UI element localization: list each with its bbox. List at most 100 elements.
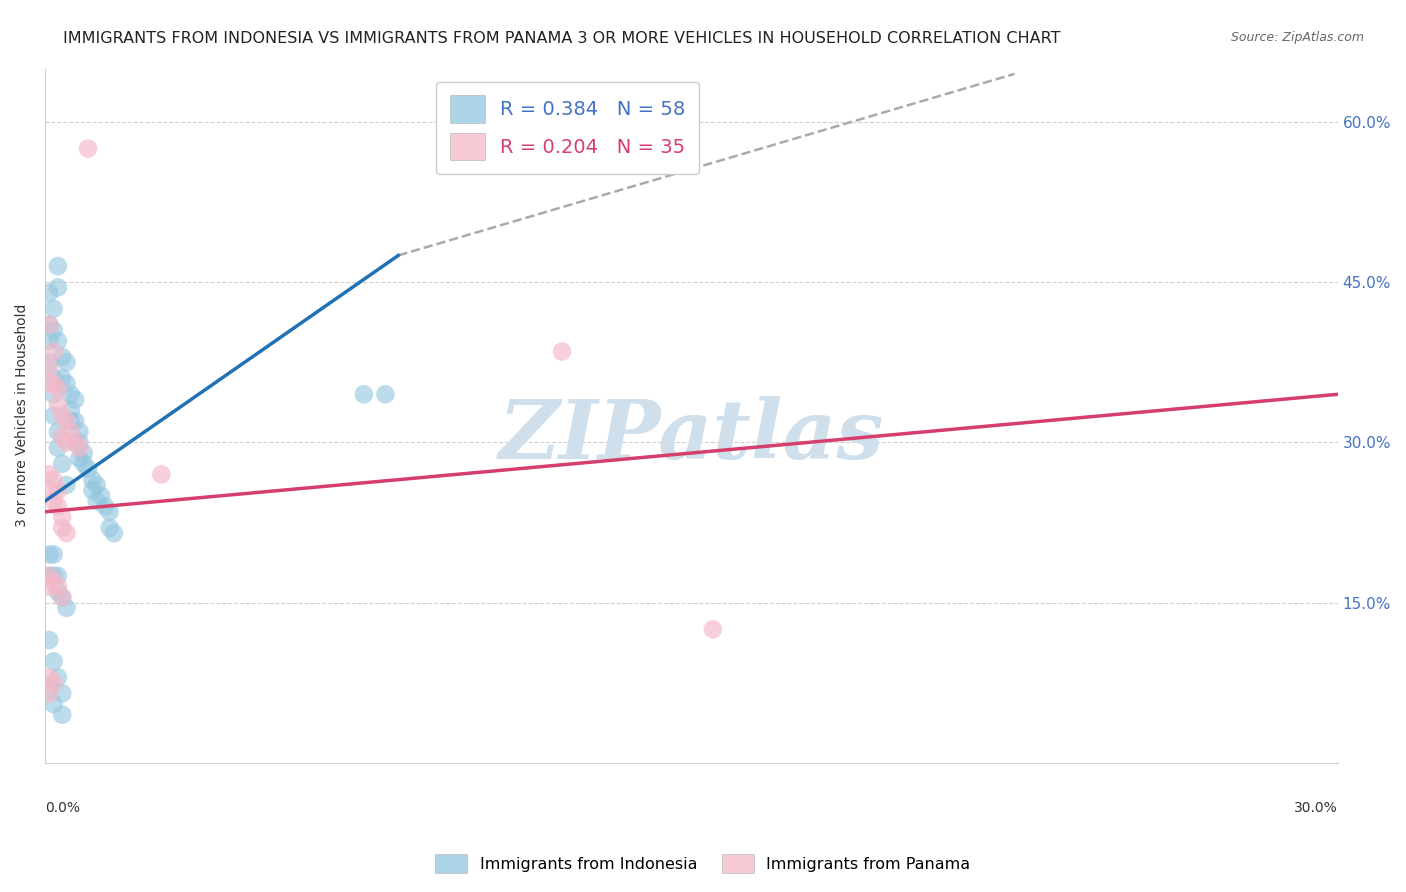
Point bbox=[69, 435, 91, 450]
Text: ZIPatlas: ZIPatlas bbox=[499, 396, 884, 476]
Point bbox=[42, 569, 65, 583]
Point bbox=[98, 521, 121, 535]
Point bbox=[38, 632, 60, 647]
Point bbox=[98, 505, 121, 519]
Point bbox=[46, 483, 69, 498]
Point bbox=[38, 285, 60, 300]
Point bbox=[38, 686, 60, 700]
Point bbox=[38, 467, 60, 482]
Point bbox=[86, 494, 108, 508]
Point bbox=[42, 371, 65, 385]
Point bbox=[51, 707, 73, 722]
Point bbox=[42, 574, 65, 589]
Point bbox=[42, 654, 65, 668]
Point bbox=[69, 425, 91, 439]
Point bbox=[55, 435, 77, 450]
Point bbox=[38, 334, 60, 348]
Point bbox=[46, 670, 69, 684]
Point bbox=[42, 301, 65, 316]
Point bbox=[51, 350, 73, 364]
Point bbox=[73, 446, 96, 460]
Point bbox=[42, 323, 65, 337]
Point bbox=[51, 591, 73, 605]
Point bbox=[38, 318, 60, 332]
Point bbox=[38, 360, 60, 375]
Point bbox=[38, 376, 60, 391]
Point bbox=[38, 580, 60, 594]
Point bbox=[94, 500, 117, 514]
Point bbox=[46, 334, 69, 348]
Point bbox=[63, 435, 86, 450]
Point bbox=[69, 451, 91, 466]
Point bbox=[702, 622, 724, 636]
Point bbox=[59, 403, 82, 417]
Point bbox=[46, 382, 69, 396]
Legend: Immigrants from Indonesia, Immigrants from Panama: Immigrants from Indonesia, Immigrants fr… bbox=[429, 847, 977, 880]
Point bbox=[51, 371, 73, 385]
Point bbox=[77, 462, 100, 476]
Point bbox=[42, 344, 65, 359]
Point bbox=[38, 548, 60, 562]
Point bbox=[46, 425, 69, 439]
Point bbox=[374, 387, 396, 401]
Point bbox=[73, 457, 96, 471]
Point bbox=[46, 569, 69, 583]
Point bbox=[42, 675, 65, 690]
Point bbox=[77, 142, 100, 156]
Point bbox=[51, 430, 73, 444]
Point bbox=[55, 478, 77, 492]
Point bbox=[55, 414, 77, 428]
Point bbox=[551, 344, 574, 359]
Point bbox=[59, 425, 82, 439]
Point bbox=[46, 500, 69, 514]
Point bbox=[42, 409, 65, 423]
Point bbox=[46, 441, 69, 455]
Text: IMMIGRANTS FROM INDONESIA VS IMMIGRANTS FROM PANAMA 3 OR MORE VEHICLES IN HOUSEH: IMMIGRANTS FROM INDONESIA VS IMMIGRANTS … bbox=[63, 31, 1060, 46]
Point bbox=[46, 398, 69, 412]
Point bbox=[42, 494, 65, 508]
Point bbox=[38, 569, 60, 583]
Text: 0.0%: 0.0% bbox=[45, 801, 80, 815]
Point bbox=[51, 510, 73, 524]
Point bbox=[59, 387, 82, 401]
Point bbox=[38, 318, 60, 332]
Text: 30.0%: 30.0% bbox=[1294, 801, 1337, 815]
Point bbox=[38, 681, 60, 695]
Point bbox=[38, 569, 60, 583]
Point bbox=[69, 441, 91, 455]
Point bbox=[55, 601, 77, 615]
Legend: R = 0.384   N = 58, R = 0.204   N = 35: R = 0.384 N = 58, R = 0.204 N = 35 bbox=[436, 82, 699, 174]
Point bbox=[51, 457, 73, 471]
Point bbox=[38, 670, 60, 684]
Point bbox=[51, 521, 73, 535]
Point bbox=[46, 280, 69, 294]
Point bbox=[353, 387, 375, 401]
Point bbox=[42, 387, 65, 401]
Point bbox=[46, 580, 69, 594]
Y-axis label: 3 or more Vehicles in Household: 3 or more Vehicles in Household bbox=[15, 304, 30, 527]
Point bbox=[42, 473, 65, 487]
Point bbox=[55, 526, 77, 541]
Point bbox=[42, 548, 65, 562]
Point bbox=[103, 526, 125, 541]
Point bbox=[86, 478, 108, 492]
Point bbox=[42, 376, 65, 391]
Point bbox=[63, 435, 86, 450]
Point bbox=[42, 697, 65, 711]
Point bbox=[51, 686, 73, 700]
Point bbox=[38, 483, 60, 498]
Text: Source: ZipAtlas.com: Source: ZipAtlas.com bbox=[1230, 31, 1364, 45]
Point bbox=[150, 467, 173, 482]
Point bbox=[63, 414, 86, 428]
Point bbox=[55, 355, 77, 369]
Point bbox=[51, 591, 73, 605]
Point bbox=[46, 585, 69, 599]
Point bbox=[46, 259, 69, 273]
Point bbox=[82, 483, 104, 498]
Point bbox=[82, 473, 104, 487]
Point bbox=[51, 409, 73, 423]
Point bbox=[55, 376, 77, 391]
Point bbox=[59, 414, 82, 428]
Point bbox=[38, 355, 60, 369]
Point bbox=[63, 392, 86, 407]
